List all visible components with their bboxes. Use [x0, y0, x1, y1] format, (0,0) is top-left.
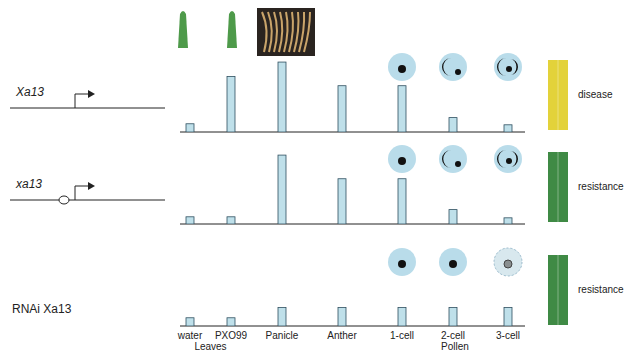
pollen-icon [388, 53, 416, 81]
pollen-icon [388, 145, 416, 173]
pollen-nucleus [504, 260, 512, 268]
pollen-nucleus [449, 260, 457, 268]
pollen-grain [439, 248, 467, 276]
gene-label: RNAi Xa13 [12, 302, 72, 316]
gene-label: Xa13 [15, 85, 44, 99]
bar [227, 76, 235, 132]
pollen-nucleus [398, 260, 406, 268]
bar [504, 125, 512, 132]
pollen-generative [497, 150, 506, 168]
panicle-branch [294, 12, 299, 52]
phenotype-leaf [548, 60, 568, 130]
phenotype-label: resistance [578, 284, 624, 295]
tick-label: 3-cell [496, 330, 520, 341]
pollen-nucleus [398, 65, 406, 73]
bar [398, 307, 406, 326]
bar [278, 307, 286, 326]
bars [186, 307, 512, 326]
tick-label: water [177, 330, 203, 341]
bar [227, 217, 235, 224]
promoter-line [10, 200, 165, 201]
panicle-branch [299, 12, 304, 52]
bar [449, 118, 457, 132]
leaf-image [227, 11, 237, 48]
bar [338, 307, 346, 326]
pollen-icon [494, 248, 522, 276]
pollen-icon [494, 145, 522, 173]
bar [449, 210, 457, 224]
leaf-vein [558, 255, 559, 325]
figure: Xa13 disease xa13 resistance RNAi Xa13 water P… [0, 0, 628, 352]
pollen-grain [494, 145, 522, 173]
panicle-image [257, 8, 315, 56]
leaf-image [178, 11, 188, 48]
pollen-generative [497, 58, 506, 76]
promoter-line [10, 108, 165, 109]
pollen-nucleus [398, 157, 406, 165]
panicle-branch [304, 12, 310, 52]
pollen-nucleus [455, 161, 461, 167]
bar [338, 86, 346, 132]
panicle-branch [279, 12, 282, 52]
pollen-grain [388, 53, 416, 81]
pollen-aborted [494, 248, 522, 276]
pollen-generative [442, 150, 451, 168]
group-label: Pollen [441, 341, 469, 352]
pollen-icon [439, 248, 467, 276]
panicle-branch [284, 12, 288, 52]
bar [186, 217, 194, 224]
leaf-vein [558, 152, 559, 222]
group-label: Leaves [194, 341, 226, 352]
pollen-grain [494, 248, 522, 276]
pollen-nucleus [506, 158, 512, 164]
bar [278, 155, 286, 224]
bar [449, 307, 457, 326]
panicle-branch [268, 12, 272, 52]
phenotype-leaf [548, 255, 568, 325]
bar [186, 318, 194, 326]
bar [504, 307, 512, 326]
pollen-grain [439, 145, 467, 173]
bar [398, 86, 406, 132]
tick-label: Anther [327, 330, 357, 341]
bar [398, 179, 406, 224]
pollen-generative [442, 58, 451, 76]
tick-label: 1-cell [390, 330, 414, 341]
phenotype-label: resistance [578, 181, 624, 192]
tick-label: 2-cell [441, 330, 465, 341]
pollen-nucleus [455, 69, 461, 75]
bar [504, 218, 512, 224]
phenotype-label: disease [578, 89, 613, 100]
panicle-branch [262, 12, 267, 52]
pollen-icon [439, 145, 467, 173]
pollen-icon [439, 53, 467, 81]
gene-label: xa13 [15, 177, 42, 191]
tick-label: Panicle [266, 330, 299, 341]
bar [338, 179, 346, 224]
promoter-mutation [59, 196, 69, 204]
pollen-nucleus [506, 66, 512, 72]
panicle-branch [274, 12, 277, 52]
pollen-grain [439, 53, 467, 81]
pollen-grain [388, 248, 416, 276]
bar [227, 318, 235, 326]
bar [278, 62, 286, 132]
arrow-head [88, 182, 95, 190]
pollen-icon [494, 53, 522, 81]
panicle-branch [289, 12, 293, 52]
tick-label: PXO99 [215, 330, 248, 341]
phenotype-leaf [548, 152, 568, 222]
panicle-bg [257, 8, 315, 56]
leaf-vein [558, 60, 559, 130]
pollen-grain [388, 145, 416, 173]
pollen-icon [388, 248, 416, 276]
pollen-grain [494, 53, 522, 81]
arrow-head [88, 90, 95, 98]
bar [186, 124, 194, 132]
